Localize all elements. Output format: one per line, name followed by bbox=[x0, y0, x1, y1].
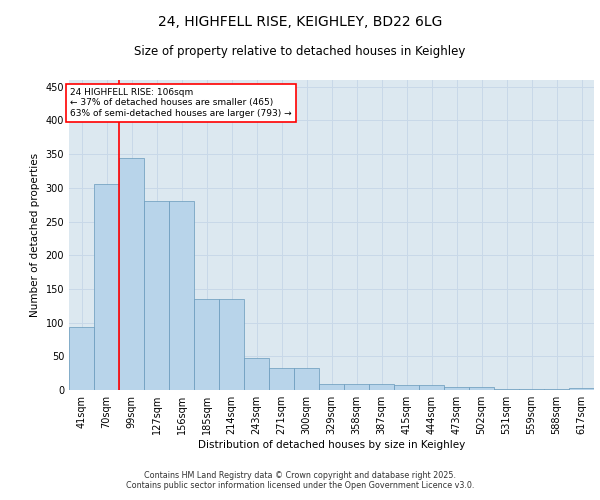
Bar bbox=[344, 384, 369, 390]
Bar bbox=[319, 384, 344, 390]
Text: Contains HM Land Registry data © Crown copyright and database right 2025.
Contai: Contains HM Land Registry data © Crown c… bbox=[126, 470, 474, 490]
Text: 24, HIGHFELL RISE, KEIGHLEY, BD22 6LG: 24, HIGHFELL RISE, KEIGHLEY, BD22 6LG bbox=[158, 15, 442, 29]
Bar bbox=[394, 384, 419, 390]
Y-axis label: Number of detached properties: Number of detached properties bbox=[30, 153, 40, 317]
Bar bbox=[169, 202, 194, 390]
Bar bbox=[144, 202, 169, 390]
Text: 24 HIGHFELL RISE: 106sqm
← 37% of detached houses are smaller (465)
63% of semi-: 24 HIGHFELL RISE: 106sqm ← 37% of detach… bbox=[70, 88, 292, 118]
Bar bbox=[544, 388, 569, 390]
Bar bbox=[69, 328, 94, 390]
Bar bbox=[444, 388, 469, 390]
Bar bbox=[119, 158, 144, 390]
Bar bbox=[369, 384, 394, 390]
Bar bbox=[494, 388, 519, 390]
Bar bbox=[294, 368, 319, 390]
Text: Size of property relative to detached houses in Keighley: Size of property relative to detached ho… bbox=[134, 45, 466, 58]
Bar bbox=[194, 299, 219, 390]
X-axis label: Distribution of detached houses by size in Keighley: Distribution of detached houses by size … bbox=[198, 440, 465, 450]
Bar bbox=[419, 384, 444, 390]
Bar bbox=[269, 368, 294, 390]
Bar bbox=[219, 299, 244, 390]
Bar bbox=[244, 358, 269, 390]
Bar bbox=[569, 388, 594, 390]
Bar bbox=[469, 388, 494, 390]
Bar bbox=[519, 388, 544, 390]
Bar bbox=[94, 184, 119, 390]
